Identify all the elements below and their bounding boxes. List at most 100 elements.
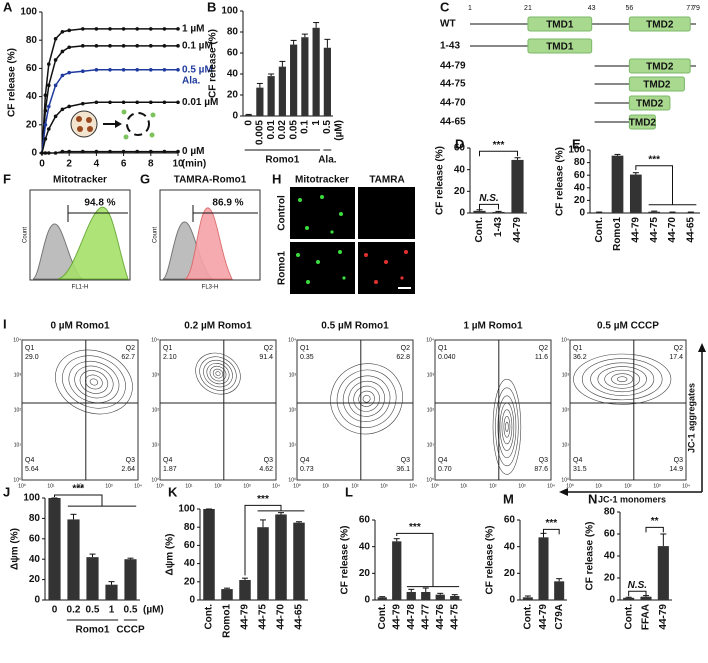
x-tick-label: Cont. <box>623 604 634 630</box>
bar <box>203 509 215 600</box>
data-point <box>53 36 58 41</box>
x-tick-label: 44-78 <box>406 604 417 630</box>
x-tick-label: 1 <box>311 120 322 126</box>
significance-bracket <box>628 590 647 597</box>
significance-label: *** <box>648 154 660 165</box>
red-spots <box>364 250 408 284</box>
plot-title: 0.5 µM Romo1 <box>321 321 389 332</box>
quadrant-value: 4.62 <box>259 466 273 473</box>
domain-box <box>628 95 671 111</box>
bar <box>648 211 661 213</box>
x-tick-label: 2 <box>66 159 72 170</box>
x-tick-label: Cont. <box>204 604 215 630</box>
panel-label: L <box>345 484 353 499</box>
y-tick-label: 60 <box>184 540 196 551</box>
x-tick-label: 0.02 <box>277 120 288 140</box>
y-tick-label: 10² <box>14 407 22 413</box>
y-tick-label: 60 <box>29 533 41 544</box>
domain-box <box>628 114 656 130</box>
quadrant-name: Q1 <box>300 345 309 352</box>
y-tick-label: 10¹ <box>152 442 160 448</box>
x-tick-label: 44-65 <box>294 604 305 630</box>
quadrant-name: Q2 <box>126 345 135 352</box>
y-tick-label: 10¹ <box>289 442 297 448</box>
y-tick-label: 20 <box>227 90 239 101</box>
y-tick-label: 60 <box>604 529 616 540</box>
y-tick-label: 20 <box>26 119 38 130</box>
bar <box>239 579 251 600</box>
contour <box>342 375 391 422</box>
data-point <box>121 100 126 105</box>
x-tick-label: 10³ <box>380 483 388 489</box>
x-tick-label: 44-79 <box>512 217 523 243</box>
x-tick-label: 0.05 <box>288 120 299 140</box>
data-point <box>67 45 71 50</box>
data-point <box>81 101 85 106</box>
data-point <box>108 149 112 154</box>
x-tick-label: 44-79 <box>630 217 641 243</box>
y-tick-label: 10⁴ <box>288 337 296 343</box>
contour <box>330 363 403 435</box>
y-tick-label: 10³ <box>289 372 297 378</box>
domain-box <box>527 38 593 54</box>
y-tick-label: 60 <box>227 48 239 59</box>
bar <box>593 212 606 213</box>
data-point <box>40 151 44 155</box>
panel-label: C <box>440 0 450 14</box>
quadrant-value: 14.9 <box>669 466 683 473</box>
x-tick-label: C79A <box>554 604 565 630</box>
y-tick-label: 100 <box>178 504 195 515</box>
y-tick-label: 10¹ <box>14 442 22 448</box>
x-tick-label: 1-43 <box>493 217 504 237</box>
x-tick-label: 44-70 <box>276 604 287 630</box>
data-point <box>176 68 180 72</box>
y-tick-label: 80 <box>227 27 239 38</box>
y-tick-label: 0 <box>189 595 195 606</box>
green-spots <box>296 195 346 284</box>
quadrant-name: Q2 <box>401 345 410 352</box>
group-label: CCCP <box>116 625 145 636</box>
data-point <box>162 27 167 31</box>
quadrant-name: Q2 <box>674 345 683 352</box>
domain-box <box>628 58 691 74</box>
quadrant-name: Q4 <box>163 457 172 464</box>
y-tick-label: 20 <box>604 573 616 584</box>
data-point <box>43 123 48 127</box>
x-tick-label: 44-75 <box>258 604 269 630</box>
construct-name: 44-65 <box>440 117 466 128</box>
x-tick-label: 10⁴ <box>409 483 417 489</box>
bar <box>245 114 253 116</box>
contour <box>89 378 99 386</box>
y-tick-label: 10³ <box>152 372 160 378</box>
plot-frame <box>569 339 687 481</box>
bar <box>522 597 533 600</box>
quadrant-name: Q1 <box>573 345 582 352</box>
data-point <box>121 68 126 72</box>
data-point <box>162 149 167 154</box>
panel-label: E <box>572 136 581 151</box>
bar <box>275 514 287 600</box>
x-axis-label: FL3-H <box>202 285 219 291</box>
quadrant-value: 36.2 <box>573 354 587 361</box>
contour <box>195 352 241 395</box>
construct-name: 44-70 <box>440 98 466 109</box>
x-tick-label: 10⁴ <box>682 483 690 489</box>
x-tick-label: 0.5 <box>124 605 138 616</box>
construct-name: 44-75 <box>440 79 466 90</box>
contour <box>206 363 230 385</box>
bar <box>257 527 269 600</box>
data-point <box>135 27 139 31</box>
x-tick-label: 10⁰ <box>18 483 26 489</box>
spot <box>384 260 388 264</box>
y-tick-label: 10⁰ <box>561 477 569 483</box>
y-axis-label: CF release (%) <box>485 526 496 595</box>
bar <box>684 212 697 213</box>
micrograph <box>290 242 355 294</box>
plot-title: 1 µM Romo1 <box>463 321 523 332</box>
quadrant-value: 11.6 <box>535 354 548 361</box>
bar <box>435 594 445 600</box>
data-point <box>60 107 65 112</box>
x-tick-label: 10² <box>489 483 497 489</box>
legend-entry: 0.1 µM <box>182 40 213 51</box>
significance-bracket <box>54 494 103 507</box>
